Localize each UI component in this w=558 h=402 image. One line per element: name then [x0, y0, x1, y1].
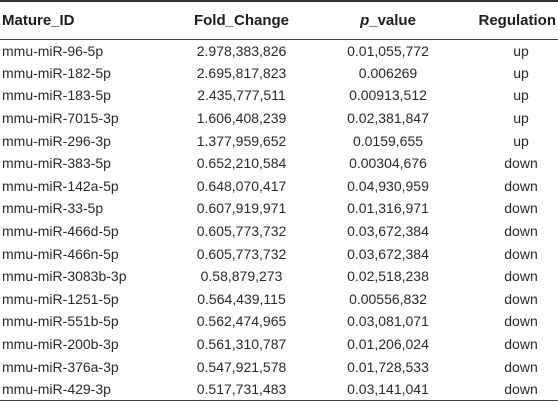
cell-mature-id: mmu-miR-383-5p	[2, 155, 111, 172]
cell-p-value: 0.01,316,971	[347, 200, 429, 217]
cell-fold-change: 0.562,474,965	[196, 313, 287, 330]
header-p-value: p_value	[318, 0, 458, 40]
cell-mature-id: mmu-miR-142a-5p	[2, 177, 119, 194]
cell-p-value: 0.03,672,384	[347, 245, 429, 262]
cell-mature-id: mmu-miR-376a-3p	[2, 358, 119, 375]
cell-mature-id: mmu-miR-3083b-3p	[2, 268, 127, 285]
cell-p-value: 0.00556,832	[349, 290, 427, 307]
cell-regulation: down	[504, 313, 538, 330]
cell-fold-change: 0.605,773,732	[196, 245, 287, 262]
cell-fold-change: 0.547,921,578	[196, 358, 287, 375]
cell-fold-change: 0.58,879,273	[200, 268, 283, 285]
table-row: mmu-miR-183-5p 2.435,777,511 0.00913,512 up	[0, 84, 558, 107]
cell-mature-id: mmu-miR-429-3p	[0, 377, 165, 401]
cell-mature-id: mmu-miR-183-5p	[2, 87, 111, 104]
cell-mature-id: mmu-miR-466n-5p	[2, 245, 119, 262]
cell-regulation: down	[504, 177, 538, 194]
cell-mature-id: mmu-miR-551b-5p	[2, 313, 119, 330]
cell-regulation: up	[513, 64, 529, 81]
cell-p-value: 0.04,930,959	[347, 177, 429, 194]
cell-p-value: 0.0159,655	[352, 132, 424, 149]
table-row: mmu-miR-466n-5p 0.605,773,732 0.03,672,384…	[0, 242, 558, 265]
table-body: mmu-miR-96-5p 2.978,383,826 0.01,055,772 up…	[0, 39, 558, 401]
cell-fold-change: 0.607,919,971	[196, 200, 287, 217]
cell-regulation: down	[504, 223, 538, 240]
cell-mature-id: mmu-miR-1251-5p	[2, 290, 119, 307]
cell-fold-change: 1.606,408,239	[196, 110, 287, 127]
table-row: mmu-miR-7015-3p 1.606,408,239 0.02,381,847…	[0, 107, 558, 130]
cell-regulation: down	[504, 268, 538, 285]
cell-regulation: down	[458, 377, 558, 401]
table-row: mmu-miR-296-3p 1.377,959,652 0.0159,655 up	[0, 129, 558, 152]
cell-mature-id: mmu-miR-296-3p	[2, 132, 111, 149]
table-row: mmu-miR-1251-5p 0.564,439,115 0.00556,832 d…	[0, 288, 558, 311]
cell-p-value: 0.03,081,071	[347, 313, 429, 330]
table-row: mmu-miR-33-5p 0.607,919,971 0.01,316,971 do…	[0, 197, 558, 220]
cell-mature-id: mmu-miR-466d-5p	[2, 223, 119, 240]
cell-p-value: 0.00304,676	[349, 155, 427, 172]
cell-regulation: down	[504, 336, 538, 353]
cell-fold-change: 0.564,439,115	[197, 290, 286, 307]
cell-mature-id: mmu-miR-33-5p	[2, 200, 104, 217]
header-fold-change: Fold_Change	[165, 0, 318, 40]
cell-regulation: down	[504, 290, 538, 307]
table-row: mmu-miR-96-5p 2.978,383,826 0.01,055,772 up	[0, 39, 558, 62]
cell-regulation: up	[513, 110, 529, 127]
cell-mature-id: mmu-miR-200b-3p	[2, 336, 119, 353]
cell-regulation: down	[504, 245, 538, 262]
cell-fold-change: 2.978,383,826	[196, 42, 287, 59]
cell-fold-change: 2.695,817,823	[196, 64, 287, 81]
cell-fold-change: 0.648,070,417	[196, 177, 287, 194]
cell-regulation: up	[513, 87, 529, 104]
header-mature-id: Mature_ID	[0, 0, 165, 40]
cell-fold-change: 0.561,310,787	[196, 336, 287, 353]
cell-p-value: 0.01,728,533	[347, 358, 429, 375]
cell-fold-change: 1.377,959,652	[196, 132, 287, 149]
cell-fold-change: 0.517,731,483	[165, 377, 318, 401]
cell-p-value: 0.02,518,238	[347, 268, 429, 285]
cell-regulation: down	[504, 200, 538, 217]
table-row: mmu-miR-182-5p 2.695,817,823 0.006269 up	[0, 62, 558, 85]
table-row: mmu-miR-142a-5p 0.648,070,417 0.04,930,959…	[0, 175, 558, 198]
cell-mature-id: mmu-miR-182-5p	[2, 64, 111, 81]
cell-p-value: 0.01,055,772	[347, 42, 429, 59]
cell-p-value: 0.006269	[358, 64, 418, 81]
cell-p-value: 0.03,141,041	[318, 377, 458, 401]
cell-fold-change: 2.435,777,511	[197, 87, 286, 104]
cell-p-value: 0.03,672,384	[347, 223, 429, 240]
cell-regulation: up	[513, 42, 529, 59]
cell-regulation: up	[513, 132, 529, 149]
cell-regulation: down	[504, 358, 538, 375]
cell-p-value: 0.00913,512	[349, 87, 427, 104]
cell-fold-change: 0.652,210,584	[196, 155, 287, 172]
table-row: mmu-miR-551b-5p 0.562,474,965 0.03,081,071…	[0, 310, 558, 333]
cell-regulation: down	[504, 155, 538, 172]
table-row: mmu-miR-429-3p 0.517,731,483 0.03,141,041 d…	[0, 377, 558, 401]
cell-fold-change: 0.605,773,732	[196, 223, 287, 240]
table-row: mmu-miR-383-5p 0.652,210,584 0.00304,676 do…	[0, 152, 558, 175]
table-row: mmu-miR-3083b-3p 0.58,879,273 0.02,518,238…	[0, 265, 558, 288]
cell-p-value: 0.02,381,847	[347, 110, 429, 127]
cell-mature-id: mmu-miR-96-5p	[2, 42, 104, 59]
cell-p-value: 0.01,206,024	[347, 336, 429, 353]
header-p-italic: p	[360, 11, 370, 29]
table-row: mmu-miR-376a-3p 0.547,921,578 0.01,728,533…	[0, 355, 558, 378]
header-regulation: Regulation	[458, 0, 558, 40]
cell-mature-id: mmu-miR-7015-3p	[2, 110, 119, 127]
table-header: Mature_ID Fold_Change p_value Regulation	[0, 0, 558, 40]
header-row: Mature_ID Fold_Change p_value Regulation	[0, 0, 558, 40]
table-row: mmu-miR-200b-3p 0.561,310,787 0.01,206,024…	[0, 333, 558, 356]
table-row: mmu-miR-466d-5p 0.605,773,732 0.03,672,384…	[0, 220, 558, 243]
header-p-rest: _value	[369, 11, 416, 29]
